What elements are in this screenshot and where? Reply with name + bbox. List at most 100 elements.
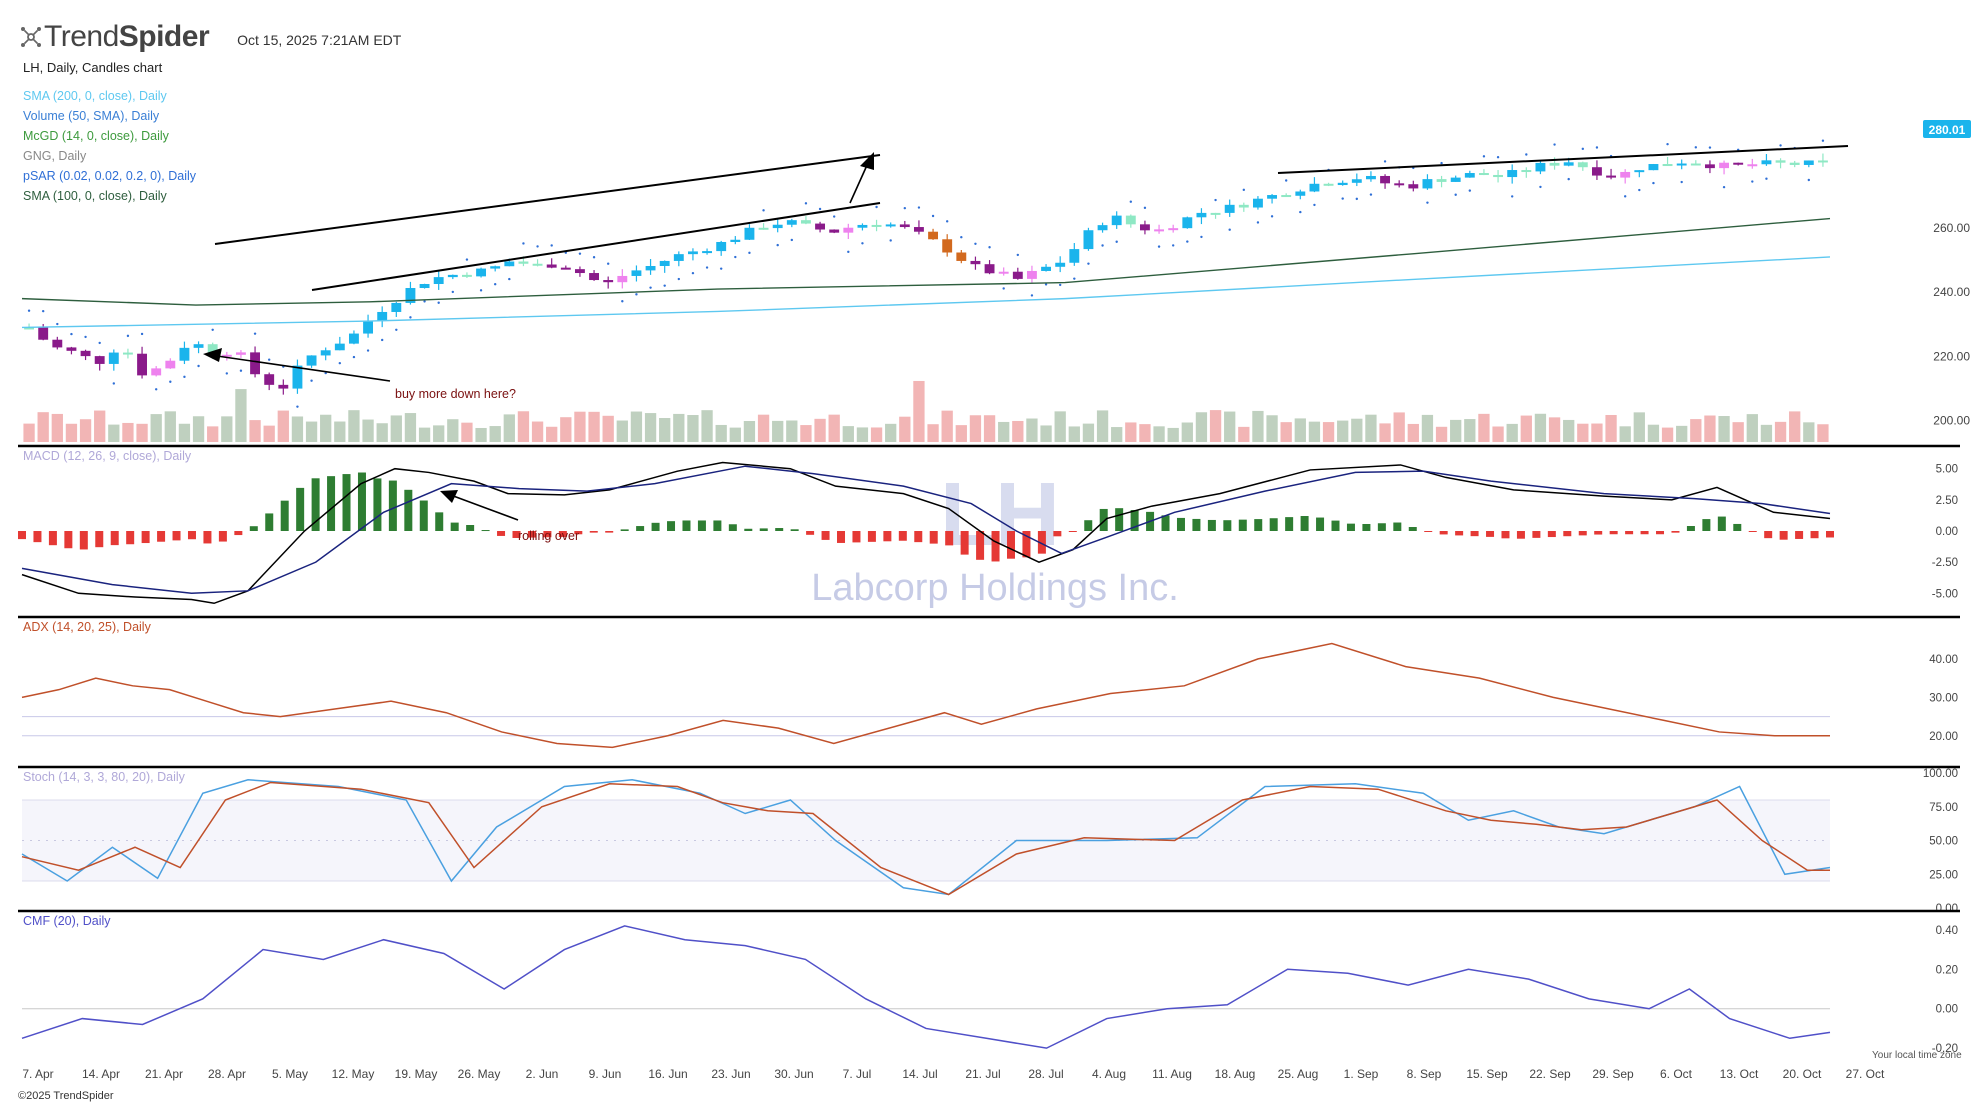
candle <box>702 251 713 254</box>
volume-bar <box>1125 422 1137 442</box>
candle <box>532 263 543 266</box>
volume-bar <box>1548 417 1561 442</box>
stoch-panel[interactable] <box>21 778 1831 896</box>
macd-histogram-bar <box>450 522 459 531</box>
price-panel[interactable] <box>21 139 1849 442</box>
volume-bar <box>1704 415 1716 442</box>
psar-dot <box>1101 244 1104 247</box>
macd-histogram-bar <box>1547 531 1556 538</box>
macd-histogram-bar <box>1532 531 1541 538</box>
psar-dot <box>536 245 539 248</box>
candle <box>560 267 571 270</box>
candle <box>1154 229 1165 232</box>
macd-histogram-bar <box>1022 531 1031 558</box>
macd-histogram-bar <box>1068 531 1077 532</box>
psar-dot <box>423 300 426 303</box>
volume-bar <box>983 415 996 442</box>
price-tick-label: 260.00 <box>1933 221 1970 235</box>
legend-item[interactable]: SMA (200, 0, close), Daily <box>23 89 167 103</box>
candle <box>490 266 501 269</box>
macd-histogram-bar <box>1424 531 1433 532</box>
macd-histogram-bar <box>1826 531 1834 538</box>
adx-panel[interactable] <box>21 642 1830 749</box>
x-tick-label: 28. Jul <box>1028 1067 1063 1081</box>
psar-dot <box>776 243 779 247</box>
copyright: ©2025 TrendSpider <box>18 1090 114 1102</box>
macd-histogram-bar <box>1099 508 1108 531</box>
volume-bar <box>1040 425 1052 442</box>
indicator-tick-label: 0.00 <box>1936 1004 1958 1016</box>
legend-item[interactable]: McGD (14, 0, close), Daily <box>23 129 169 143</box>
candle <box>447 274 458 278</box>
candle <box>1817 160 1828 163</box>
psar-dot <box>1228 228 1231 231</box>
volume-bar <box>1774 421 1787 442</box>
legend-item[interactable]: SMA (100, 0, close), Daily <box>23 189 167 203</box>
macd-histogram-bar <box>1733 523 1742 531</box>
annotation-price-note: buy more down here? <box>395 387 516 401</box>
cmf-panel[interactable] <box>21 925 1831 1049</box>
volume-bar <box>588 411 600 442</box>
volume-bar <box>207 426 219 442</box>
macd-histogram-bar <box>636 526 645 531</box>
psar-dot <box>635 293 638 296</box>
volume-bar <box>644 413 657 442</box>
psar-dot <box>1186 240 1189 243</box>
candle <box>871 224 882 227</box>
volume-bar <box>743 420 756 442</box>
price-label: 280.01 <box>1929 123 1966 137</box>
volume-bar <box>1082 423 1095 442</box>
candle <box>38 327 49 340</box>
stoch-title: Stoch (14, 3, 3, 80, 20), Daily <box>23 770 186 784</box>
macd-histogram-bar <box>929 531 938 544</box>
macd-histogram-bar <box>589 531 598 533</box>
candle <box>1436 179 1447 182</box>
psar-dot <box>1468 189 1472 192</box>
macd-histogram-bar <box>18 531 26 540</box>
macd-histogram-bar <box>852 531 861 543</box>
legend-item[interactable]: pSAR (0.02, 0.02, 0.2, 0), Daily <box>23 169 197 183</box>
arrow-head <box>440 490 458 503</box>
psar-dot <box>140 332 144 336</box>
psar-dot <box>169 380 172 383</box>
macd-histogram-bar <box>1223 520 1232 531</box>
volume-bar <box>1633 412 1645 442</box>
volume-bar <box>602 415 614 442</box>
macd-histogram-bar <box>141 531 150 544</box>
psar-dot <box>945 220 949 223</box>
candle <box>970 260 981 265</box>
candle <box>956 252 967 261</box>
candle <box>179 347 190 361</box>
volume-bar <box>122 422 134 442</box>
volume-bar <box>1266 415 1278 442</box>
legend-item[interactable]: GNG, Daily <box>23 149 87 163</box>
psar-dot <box>705 266 709 269</box>
macd-histogram-bar <box>187 531 196 540</box>
volume-bar <box>687 415 699 442</box>
candle <box>292 365 303 389</box>
indicator-series-line <box>21 778 1831 896</box>
psar-dot <box>1030 294 1034 297</box>
volume-bar <box>1252 410 1264 442</box>
psar-dot <box>1284 179 1288 182</box>
volume-bar <box>1026 418 1038 442</box>
legend-item[interactable]: Volume (50, SMA), Daily <box>23 109 160 123</box>
candle <box>1394 183 1405 186</box>
indicator-tick-label: 0.20 <box>1936 964 1958 976</box>
candle <box>1224 204 1235 213</box>
candle <box>137 353 148 376</box>
psar-dot <box>649 286 652 289</box>
macd-panel[interactable] <box>18 461 1834 605</box>
psar-dot <box>112 382 116 385</box>
macd-histogram-bar <box>64 531 73 549</box>
brand-light: Trend <box>44 20 119 53</box>
candle <box>772 224 783 229</box>
macd-histogram-bar <box>1316 517 1325 531</box>
macd-histogram-bar <box>1686 526 1695 531</box>
volume-bar <box>37 412 49 442</box>
volume-bar <box>673 413 685 442</box>
volume-bar <box>1577 423 1589 442</box>
volume-bar <box>885 423 897 442</box>
trendspider-logo-icon <box>21 27 41 47</box>
candle <box>1069 249 1080 263</box>
